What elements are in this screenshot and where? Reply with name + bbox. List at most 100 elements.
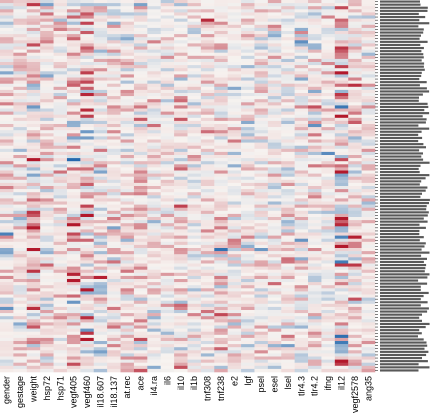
heatmap-cell (348, 279, 362, 283)
heatmap-cell (267, 331, 282, 336)
heatmap-cell (160, 192, 175, 196)
heatmap-cell (120, 86, 135, 91)
heatmap-cell (133, 359, 148, 363)
heatmap-cell (26, 272, 41, 277)
heatmap-cell (361, 34, 376, 38)
heatmap-cell (321, 86, 336, 91)
heatmap-cell (348, 89, 362, 94)
heatmap-cell (200, 359, 215, 363)
heatmap-cell (294, 127, 309, 131)
heatmap-cell (361, 114, 376, 119)
heatmap-cell (174, 173, 188, 177)
heatmap-cell (334, 34, 349, 38)
heatmap-cell (80, 244, 95, 249)
heatmap-cell (26, 182, 41, 187)
heatmap-cell (120, 241, 135, 246)
heatmap-cell (40, 201, 54, 205)
heatmap-cell (294, 37, 309, 41)
heatmap-cell (187, 0, 202, 4)
heatmap-cell (334, 350, 349, 354)
heatmap-cell (321, 148, 336, 153)
heatmap-cell (361, 204, 376, 208)
heatmap-cell (174, 21, 188, 26)
heatmap-cell (281, 89, 295, 94)
heatmap-cell (187, 68, 202, 72)
heatmap-cell (227, 43, 242, 47)
heatmap-cell (133, 145, 148, 150)
heatmap-cell (227, 244, 242, 249)
row-label-glyphs (380, 356, 422, 360)
heatmap-cell (93, 12, 108, 16)
heatmap-cell (133, 297, 148, 301)
heatmap-cell (26, 31, 41, 35)
row-label-glyphs (380, 313, 422, 316)
heatmap-cell (334, 99, 349, 103)
heatmap-cell (200, 86, 215, 91)
heatmap-cell (281, 167, 295, 171)
heatmap-cell (267, 213, 282, 218)
row-label-glyphs (380, 338, 424, 341)
heatmap-cell (53, 58, 68, 63)
heatmap-cell (241, 105, 255, 109)
heatmap-cell (66, 207, 81, 212)
heatmap-cell (53, 186, 68, 190)
heatmap-cell (254, 173, 269, 177)
heatmap-cell (174, 18, 188, 22)
heatmap-cell (147, 260, 162, 264)
heatmap-cell (214, 114, 228, 119)
heatmap-cell (200, 195, 215, 199)
heatmap-cell (107, 306, 121, 311)
heatmap-cell (53, 316, 68, 320)
heatmap-cell (321, 114, 336, 119)
heatmap-cell (281, 86, 295, 91)
heatmap-cell (227, 40, 242, 44)
heatmap-cell (200, 27, 215, 32)
heatmap-cell (107, 68, 121, 72)
column-label-il12: il12 (337, 376, 347, 390)
heatmap-cell (133, 65, 148, 69)
heatmap-cell (361, 257, 376, 261)
heatmap-cell (214, 161, 228, 165)
heatmap-cell (267, 232, 282, 236)
heatmap-cell (107, 158, 121, 162)
heatmap-cell (53, 120, 68, 125)
heatmap-cell (40, 192, 54, 196)
heatmap-cell (53, 337, 68, 342)
heatmap-cell (334, 244, 349, 249)
heatmap-cell (254, 86, 269, 91)
heatmap-cell (93, 337, 108, 342)
heatmap-cell (214, 285, 228, 289)
heatmap-cell (174, 179, 188, 184)
heatmap-cell (361, 334, 376, 339)
heatmap-cell (40, 65, 54, 69)
heatmap-cell (241, 158, 255, 162)
heatmap-cell (93, 77, 108, 81)
heatmap-cell (281, 217, 295, 221)
heatmap-cell (361, 179, 376, 184)
heatmap-cell (214, 213, 228, 218)
heatmap-cell (361, 18, 376, 22)
heatmap-cell (93, 368, 108, 373)
heatmap-cell (93, 46, 108, 50)
heatmap-cell (281, 9, 295, 13)
heatmap-cell (174, 0, 188, 4)
heatmap-cell (348, 347, 362, 351)
heatmap-cell (80, 229, 95, 233)
heatmap-cell (133, 269, 148, 274)
heatmap-cell (80, 40, 95, 44)
heatmap-cell (227, 46, 242, 50)
heatmap-cell (267, 24, 282, 29)
heatmap-cell (13, 263, 28, 267)
heatmap-cell (227, 145, 242, 150)
heatmap-cell (133, 254, 148, 258)
heatmap-cell (174, 368, 188, 373)
heatmap-cell (160, 235, 175, 239)
row-label-glyphs (380, 3, 421, 6)
row-label-glyphs (380, 34, 421, 37)
heatmap-cell (80, 319, 95, 323)
heatmap-cell (308, 170, 322, 174)
heatmap-cell (13, 15, 28, 19)
heatmap-cell (348, 334, 362, 339)
heatmap-cell (120, 291, 135, 295)
heatmap-cell (361, 341, 376, 345)
